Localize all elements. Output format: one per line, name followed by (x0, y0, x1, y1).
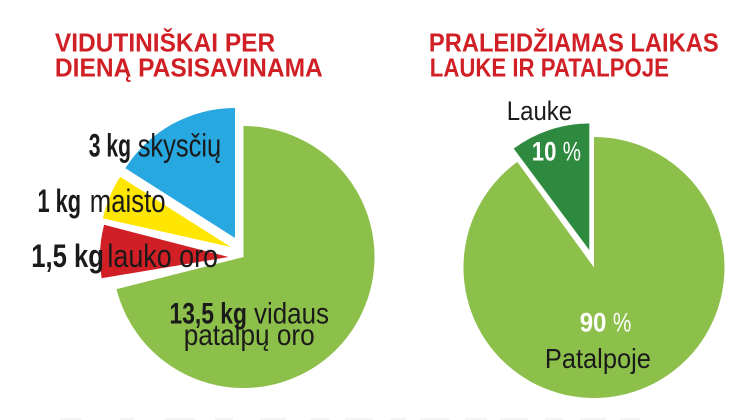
svg-text:Lauke: Lauke (507, 96, 572, 126)
svg-text:13,5 kg: 13,5 kg (170, 297, 247, 330)
svg-text:skysčių: skysčių (138, 127, 222, 163)
svg-text:DIENĄ PASISAVINAMA: DIENĄ PASISAVINAMA (55, 53, 323, 83)
svg-text:%: % (613, 308, 631, 338)
svg-text:maisto: maisto (90, 183, 166, 219)
svg-text:LAUKE IR PATALPOJE: LAUKE IR PATALPOJE (430, 53, 669, 83)
svg-text:Patalpoje: Patalpoje (545, 343, 651, 374)
svg-text:1 kg: 1 kg (38, 183, 82, 219)
svg-text:lauko oro: lauko oro (107, 238, 218, 274)
svg-text:%: % (563, 137, 581, 167)
svg-text:1,5 kg: 1,5 kg (31, 238, 104, 274)
svg-text:VIDUTINIŠKAI PER: VIDUTINIŠKAI PER (55, 28, 276, 58)
svg-text:PRALEIDŽIAMAS LAIKAS: PRALEIDŽIAMAS LAIKAS (429, 28, 719, 58)
svg-text:3 kg: 3 kg (89, 127, 131, 163)
svg-text:10: 10 (532, 137, 557, 167)
svg-text:90: 90 (580, 308, 607, 338)
svg-text:patalpų oro: patalpų oro (184, 319, 315, 352)
svg-text:vidaus: vidaus (254, 297, 329, 330)
